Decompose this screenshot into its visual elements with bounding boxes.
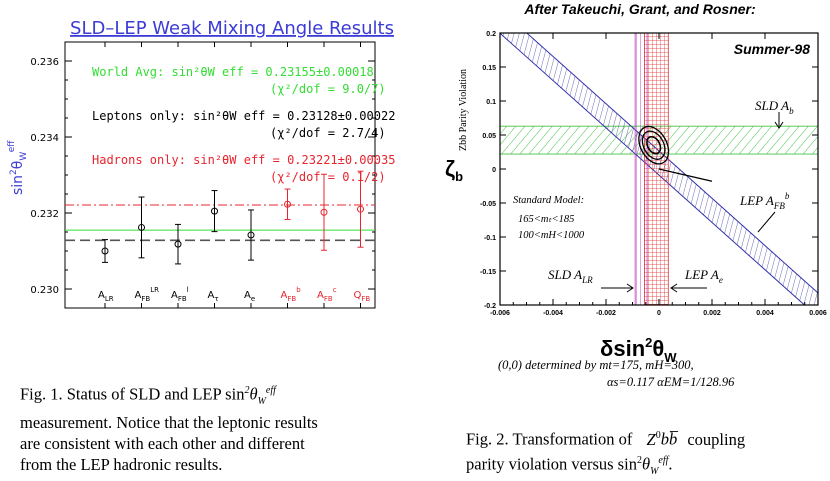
right-y-axis-title: Zbb Parity Violation [458,69,469,151]
lep-ae-label: LEP Ae [684,267,723,285]
sm-range-line [658,168,713,182]
left-x-tick-label: AFBl [171,286,189,303]
left-chart-title: SLD–LEP Weak Mixing Angle Results [70,18,394,39]
hadrons-chi: (χ²/dof = 0.1/2) [270,170,386,184]
right-y-tick-label: -0.15 [480,269,496,276]
sm-title: Standard Model: [513,195,584,206]
data-point [357,205,364,213]
right-y-tick-label: -0.05 [480,201,496,208]
point-ae [247,209,255,261]
right-x-tick-label: -0.006 [490,310,510,317]
confidence-ellipse [638,125,670,165]
left-x-tick-label: QFB [354,290,371,303]
lep-afb-label: LEP AFBb [739,191,790,211]
point-afb-lr [138,196,145,259]
left-x-tick-label: ALR [98,290,114,303]
right-x-tick-label: -0.004 [543,310,563,317]
band-lep-ae [644,33,669,305]
left-x-tick-label: Aτ [208,290,219,303]
left-y-tick-label: 0.236 [30,57,59,68]
right-y-tick-label: -0.2 [484,303,496,310]
fig2-caption: Fig. 2. Transformation of Z0bb̅ coupling… [466,429,746,477]
left-y-tick-label: 0.234 [30,133,59,144]
confidence-ellipse [646,135,662,155]
sld-ab-label: SLD Ab [755,98,794,116]
right-y-tick-label: -0.1 [484,235,496,242]
right-chart-title: After Takeuchi, Grant, and Rosner: [523,1,755,17]
right-plot-frame [499,32,819,306]
left-x-tick-label: AFBb [281,286,302,303]
left-x-tick-label: Ae [244,290,255,303]
leptons-chi: (χ²/dof = 2.7/4) [270,126,386,140]
sm-line2: 100<mH<1000 [518,230,585,241]
point-afb-l [174,223,182,265]
note-line1: (0,0) determined by mt=175, mH=300, [498,358,694,372]
left-y-axis-label: sin2θWeff [7,140,29,195]
right-x-tick-label: 0.002 [703,310,721,317]
right-x-axis-label: δsin2θW [600,335,677,365]
point-alr [101,239,109,263]
world-avg-chi: (χ²/dof = 9.0/7) [270,82,386,96]
season-label: Summer-98 [734,41,810,57]
data-point [284,200,291,208]
data-point [138,223,145,231]
data-point [247,231,255,239]
data-point [174,240,182,248]
data-point [101,247,109,255]
left-y-tick-label: 0.232 [30,209,59,220]
right-x-tick-label: -0.002 [596,310,616,317]
left-y-tick-label: 0.230 [30,285,59,296]
right-chart: After Takeuchi, Grant, and Rosner: -0.00… [445,1,827,389]
right-y-tick-label: 0.1 [486,99,496,106]
hadrons-text: Hadrons only: sin²θW eff = 0.23221±0.000… [92,153,395,167]
right-y-tick-label: 0 [492,167,496,174]
zeta-b-label: ζb [445,156,463,184]
point-aτ [211,190,218,233]
note-line2: αs=0.117 αEM=1/128.96 [607,375,735,389]
sld-alr-label: SLD ALR [548,267,593,285]
left-x-tick-label: AFBLR [135,286,160,303]
leptons-text: Leptons only: sin²θW eff = 0.23128±0.000… [92,109,395,123]
fig1-caption: Fig. 1. Status of SLD and LEP sin2θWeff … [20,384,318,474]
right-y-tick-label: 0.05 [482,133,496,140]
right-x-tick-label: 0 [657,310,661,317]
point-afb-c [320,173,328,251]
right-y-tick-label: 0.15 [482,65,496,72]
data-point [320,208,328,216]
left-x-tick-label: AFBc [317,286,337,303]
point-afb-b [284,188,291,220]
right-x-tick-label: 0.006 [809,310,827,317]
left-chart: SLD–LEP Weak Mixing Angle Results 0.230 0… [7,18,395,309]
point-qfb [357,170,364,248]
confidence-ellipse [641,130,666,160]
sm-line1: 165<mₜ<185 [518,214,574,225]
world-avg-text: World Avg: sin²θW eff = 0.23155±0.00018 [92,65,374,79]
lep-afb-arrow [757,211,776,233]
right-y-tick-label: 0.2 [486,31,496,38]
data-point [211,207,218,215]
right-x-tick-label: 0.004 [756,310,774,317]
